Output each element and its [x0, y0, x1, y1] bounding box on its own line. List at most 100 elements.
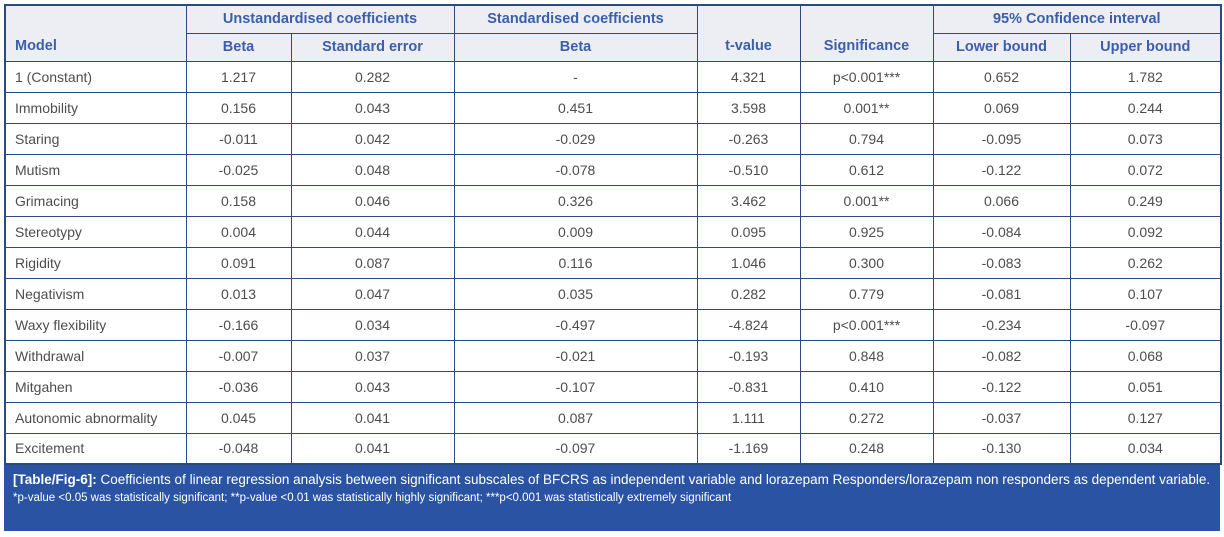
cell-lower-bound: -0.037 — [932, 401, 1071, 434]
cell-upper-bound: 1.782 — [1069, 60, 1222, 93]
cell-lower-bound: -0.084 — [932, 215, 1071, 248]
cell-upper-bound: 0.092 — [1069, 215, 1222, 248]
cell-significance: 0.248 — [799, 432, 934, 465]
cell-standard-error: 0.037 — [290, 339, 455, 372]
cell-unstd-beta: -0.025 — [185, 153, 292, 186]
table-row: Negativism 0.013 0.047 0.035 0.282 0.779… — [4, 277, 1222, 310]
cell-std-beta: 0.451 — [453, 91, 698, 124]
header-group-unstandardised: Unstandardised coefficients — [185, 4, 455, 34]
cell-lower-bound: 0.069 — [932, 91, 1071, 124]
cell-standard-error: 0.042 — [290, 122, 455, 155]
cell-model: Rigidity — [4, 246, 187, 279]
cell-t-value: 0.282 — [696, 277, 801, 310]
header-upper-bound: Upper bound — [1069, 32, 1222, 62]
cell-upper-bound: 0.051 — [1069, 370, 1222, 403]
cell-unstd-beta: 0.013 — [185, 277, 292, 310]
table-row: Excitement -0.048 0.041 -0.097 -1.169 0.… — [4, 432, 1222, 465]
cell-significance: 0.410 — [799, 370, 934, 403]
cell-standard-error: 0.041 — [290, 432, 455, 465]
cell-lower-bound: 0.066 — [932, 184, 1071, 217]
caption-body: Coefficients of linear regression analys… — [100, 472, 1211, 487]
cell-lower-bound: -0.122 — [932, 370, 1071, 403]
cell-model: Autonomic abnormality — [4, 401, 187, 434]
cell-model: Immobility — [4, 91, 187, 124]
header-significance: Significance — [799, 4, 934, 62]
cell-standard-error: 0.048 — [290, 153, 455, 186]
cell-standard-error: 0.043 — [290, 91, 455, 124]
table-row: Withdrawal -0.007 0.037 -0.021 -0.193 0.… — [4, 339, 1222, 372]
header-t-value: t-value — [696, 4, 801, 62]
cell-upper-bound: -0.097 — [1069, 308, 1222, 341]
cell-t-value: 1.111 — [696, 401, 801, 434]
cell-unstd-beta: 0.156 — [185, 91, 292, 124]
table-header: Model Unstandardised coefficients Standa… — [4, 4, 1222, 62]
cell-significance: 0.001** — [799, 184, 934, 217]
cell-model: Staring — [4, 122, 187, 155]
cell-unstd-beta: 0.091 — [185, 246, 292, 279]
cell-std-beta: 0.087 — [453, 401, 698, 434]
cell-unstd-beta: 0.045 — [185, 401, 292, 434]
regression-table: Model Unstandardised coefficients Standa… — [4, 4, 1223, 465]
cell-upper-bound: 0.107 — [1069, 277, 1222, 310]
cell-std-beta: -0.078 — [453, 153, 698, 186]
cell-std-beta: 0.035 — [453, 277, 698, 310]
cell-t-value: -4.824 — [696, 308, 801, 341]
table-row: Mitgahen -0.036 0.043 -0.107 -0.831 0.41… — [4, 370, 1222, 403]
cell-std-beta: -0.107 — [453, 370, 698, 403]
cell-lower-bound: -0.130 — [932, 432, 1071, 465]
cell-unstd-beta: 0.004 — [185, 215, 292, 248]
cell-t-value: 0.095 — [696, 215, 801, 248]
cell-model: Negativism — [4, 277, 187, 310]
header-beta-std: Beta — [453, 32, 698, 62]
cell-lower-bound: -0.095 — [932, 122, 1071, 155]
cell-t-value: 3.462 — [696, 184, 801, 217]
cell-upper-bound: 0.068 — [1069, 339, 1222, 372]
cell-std-beta: -0.021 — [453, 339, 698, 372]
table-row: Waxy flexibility -0.166 0.034 -0.497 -4.… — [4, 308, 1222, 341]
cell-model: Mitgahen — [4, 370, 187, 403]
cell-t-value: 4.321 — [696, 60, 801, 93]
cell-upper-bound: 0.262 — [1069, 246, 1222, 279]
cell-t-value: 1.046 — [696, 246, 801, 279]
cell-upper-bound: 0.244 — [1069, 91, 1222, 124]
caption-footnote: *p-value <0.05 was statistically signifi… — [13, 492, 732, 505]
cell-unstd-beta: -0.048 — [185, 432, 292, 465]
cell-lower-bound: -0.083 — [932, 246, 1071, 279]
cell-std-beta: 0.326 — [453, 184, 698, 217]
cell-standard-error: 0.046 — [290, 184, 455, 217]
cell-unstd-beta: 1.217 — [185, 60, 292, 93]
cell-significance: 0.779 — [799, 277, 934, 310]
cell-t-value: 3.598 — [696, 91, 801, 124]
cell-model: Excitement — [4, 432, 187, 465]
cell-t-value: -0.193 — [696, 339, 801, 372]
cell-model: Mutism — [4, 153, 187, 186]
caption-text: [Table/Fig-6]: Coefficients of linear re… — [13, 471, 1211, 488]
header-lower-bound: Lower bound — [932, 32, 1071, 62]
table-row: Stereotypy 0.004 0.044 0.009 0.095 0.925… — [4, 215, 1222, 248]
cell-std-beta: - — [453, 60, 698, 93]
cell-model: Grimacing — [4, 184, 187, 217]
cell-t-value: -0.510 — [696, 153, 801, 186]
cell-model: 1 (Constant) — [4, 60, 187, 93]
cell-lower-bound: -0.082 — [932, 339, 1071, 372]
cell-upper-bound: 0.034 — [1069, 432, 1222, 465]
cell-unstd-beta: -0.011 — [185, 122, 292, 155]
cell-significance: 0.001** — [799, 91, 934, 124]
cell-standard-error: 0.087 — [290, 246, 455, 279]
cell-significance: 0.925 — [799, 215, 934, 248]
cell-upper-bound: 0.073 — [1069, 122, 1222, 155]
table-row: 1 (Constant) 1.217 0.282 - 4.321 p<0.001… — [4, 60, 1222, 93]
cell-standard-error: 0.047 — [290, 277, 455, 310]
header-sub-row: Beta Standard error Beta Lower bound Upp… — [5, 32, 1222, 62]
cell-t-value: -0.831 — [696, 370, 801, 403]
header-group-row: Model Unstandardised coefficients Standa… — [4, 4, 1222, 62]
cell-standard-error: 0.043 — [290, 370, 455, 403]
table-row: Mutism -0.025 0.048 -0.078 -0.510 0.612 … — [4, 153, 1222, 186]
cell-std-beta: 0.116 — [453, 246, 698, 279]
cell-std-beta: -0.029 — [453, 122, 698, 155]
cell-significance: p<0.001*** — [799, 308, 934, 341]
table-caption-bar: [Table/Fig-6]: Coefficients of linear re… — [4, 465, 1220, 531]
cell-t-value: -0.263 — [696, 122, 801, 155]
table-row: Grimacing 0.158 0.046 0.326 3.462 0.001*… — [4, 184, 1222, 217]
cell-model: Waxy flexibility — [4, 308, 187, 341]
